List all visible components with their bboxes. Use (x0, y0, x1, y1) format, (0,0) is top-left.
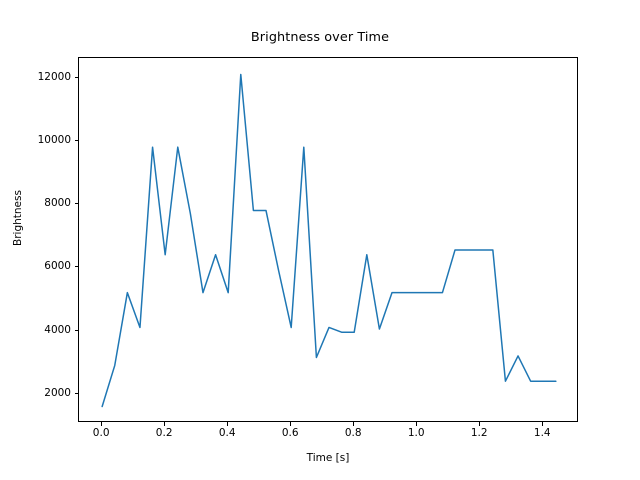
x-tick-label: 0.8 (344, 427, 362, 439)
y-tick-mark (74, 329, 78, 331)
y-tick-label: 4000 (44, 323, 71, 336)
brightness-line-series (101, 73, 557, 408)
x-tick-mark (290, 422, 292, 426)
y-tick-label: 2000 (44, 386, 71, 399)
x-tick-label: 0.2 (155, 427, 173, 439)
y-tick-mark (74, 139, 78, 141)
page-title: Brightness over Time (250, 30, 390, 45)
y-tick-label: 8000 (44, 197, 71, 210)
y-tick-mark (74, 76, 78, 78)
line-plot-svg (101, 73, 557, 408)
plot-axes (78, 57, 578, 422)
x-tick-mark (227, 422, 229, 426)
y-tick-mark (74, 266, 78, 268)
x-tick-label: 0.4 (218, 427, 236, 439)
y-axis-label: Brightness (12, 190, 24, 246)
x-tick-mark (542, 422, 544, 426)
y-axis-tick-labels: 2000 4000 6000 8000 10000 12000 (0, 0, 71, 480)
y-tick-mark (74, 392, 78, 394)
y-tick-mark (74, 203, 78, 205)
x-tick-label: 1.0 (407, 427, 425, 439)
x-tick-label: 1.4 (533, 427, 551, 439)
x-tick-mark (416, 422, 418, 426)
x-tick-mark (164, 422, 166, 426)
y-tick-label: 12000 (37, 70, 71, 83)
y-tick-label: 6000 (44, 260, 71, 273)
x-tick-label: 1.2 (470, 427, 488, 439)
x-tick-mark (479, 422, 481, 426)
x-tick-mark (353, 422, 355, 426)
x-tick-mark (101, 422, 103, 426)
y-tick-label: 10000 (37, 133, 71, 146)
x-tick-label: 0.6 (281, 427, 299, 439)
x-tick-label: 0.0 (92, 427, 110, 439)
x-axis-label: Time [s] (306, 452, 350, 464)
